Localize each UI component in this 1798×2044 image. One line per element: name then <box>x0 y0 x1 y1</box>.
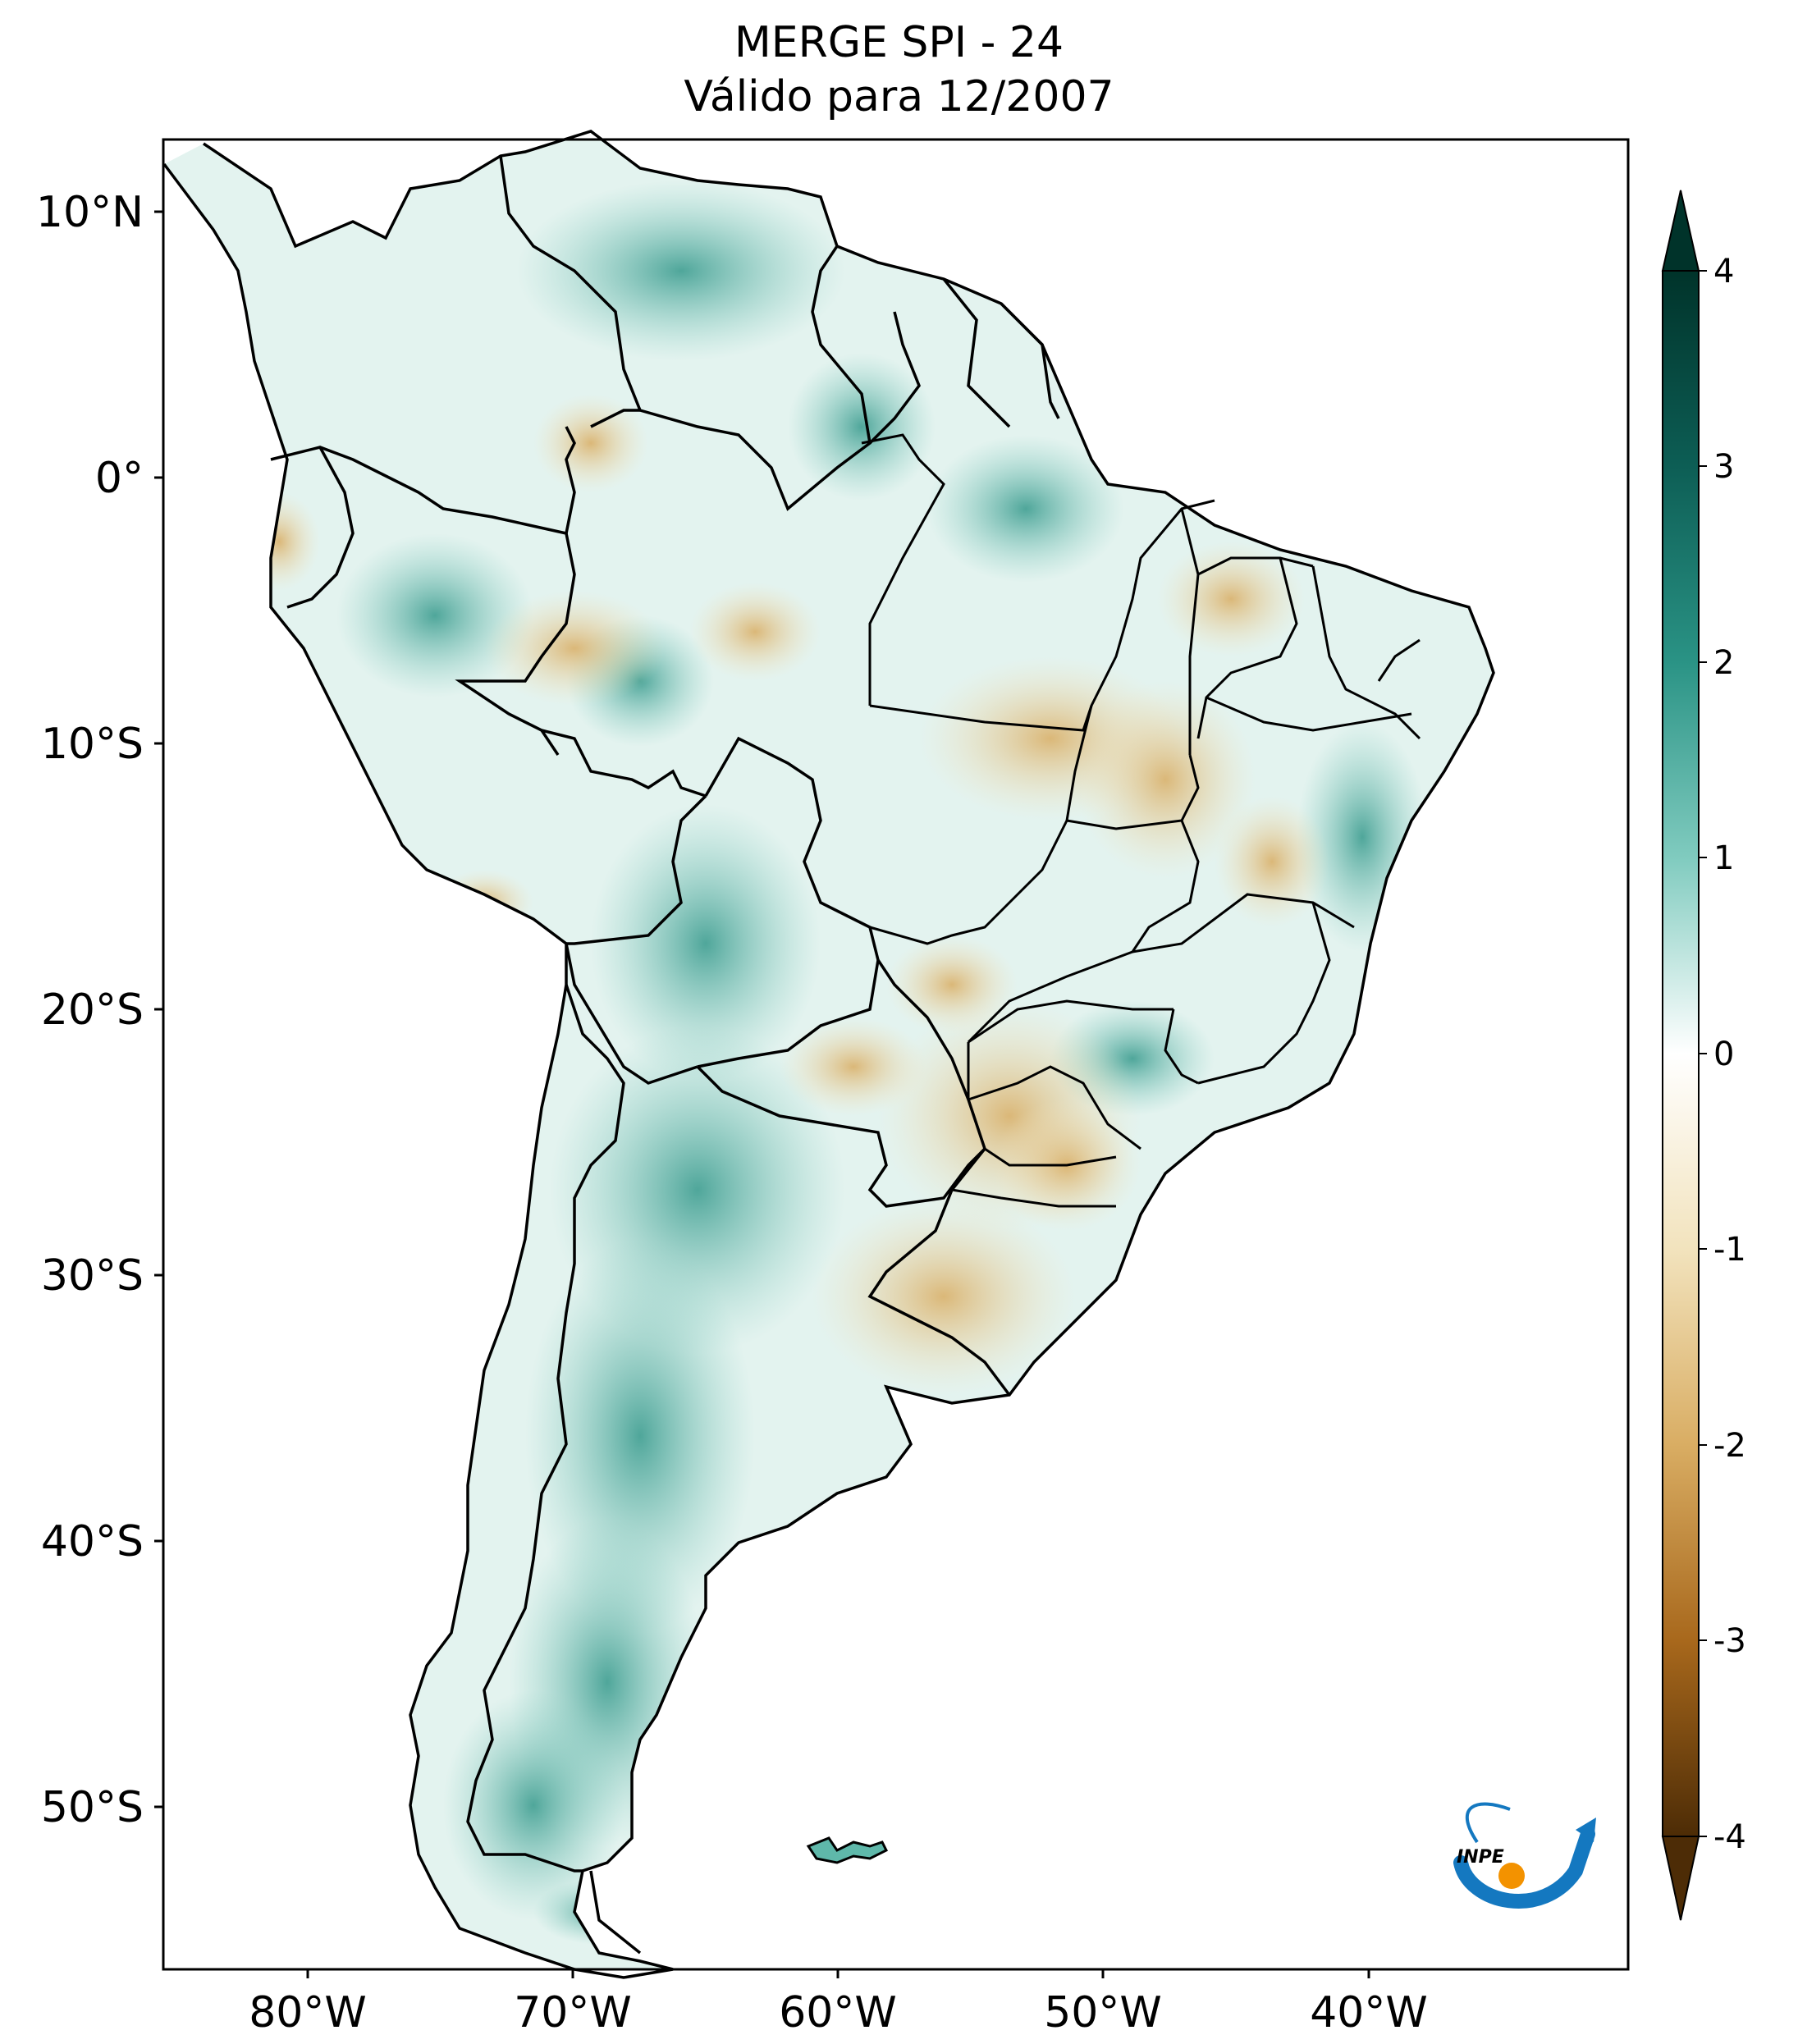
colorbar-gradient <box>1662 270 1700 1837</box>
cb-tick-4: 4 <box>1713 253 1734 290</box>
lat-label-10s: 10°S <box>41 720 144 769</box>
map-frame <box>162 138 1630 1971</box>
lat-label-0: 0° <box>95 454 144 503</box>
cb-tick-1: 1 <box>1713 839 1734 877</box>
lon-label-40w: 40°W <box>1310 1988 1428 2037</box>
lon-label-60w: 60°W <box>779 1988 897 2037</box>
lat-label-40s: 40°S <box>41 1517 144 1566</box>
cb-tick-neg4: -4 <box>1713 1818 1746 1856</box>
cb-tick-neg3: -3 <box>1713 1622 1746 1660</box>
falkland-islands <box>806 1836 889 1864</box>
lat-label-30s: 30°S <box>41 1251 144 1301</box>
lon-label-50w: 50°W <box>1044 1988 1162 2037</box>
lat-ticks: 10°N 0° 10°S 20°S 30°S 40°S 50°S <box>36 188 163 1832</box>
colorbar: 4 3 2 1 0 -1 -2 -3 -4 <box>1661 190 1746 1921</box>
cb-tick-0: 0 <box>1713 1036 1734 1073</box>
lon-label-70w: 70°W <box>514 1988 632 2037</box>
state-borders <box>861 433 1421 1208</box>
lat-label-50s: 50°S <box>41 1783 144 1832</box>
lat-label-10n: 10°N <box>36 188 144 237</box>
map-subtitle: Válido para 12/2007 <box>684 72 1114 121</box>
cb-tick-3: 3 <box>1713 448 1734 486</box>
country-borders <box>270 155 1060 1955</box>
lon-ticks: 80°W 70°W 60°W 50°W 40°W <box>249 1969 1428 2037</box>
cb-tick-2: 2 <box>1713 644 1734 682</box>
coastline <box>162 130 1495 1979</box>
cb-tick-neg1: -1 <box>1713 1231 1746 1269</box>
map-title: MERGE SPI - 24 <box>734 18 1064 67</box>
lon-label-80w: 80°W <box>249 1988 367 2037</box>
logo-dot <box>1498 1863 1525 1889</box>
cb-tick-neg2: -2 <box>1713 1427 1746 1465</box>
lat-label-20s: 20°S <box>41 985 144 1035</box>
logo-text: INPE <box>1457 1847 1504 1868</box>
inpe-logo: INPE <box>1453 1802 1596 1909</box>
